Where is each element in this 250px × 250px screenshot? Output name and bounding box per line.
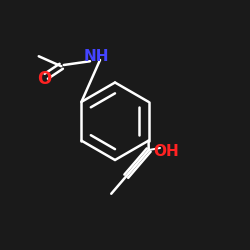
Text: O: O [36,70,51,88]
Text: NH: NH [84,49,109,64]
Text: OH: OH [154,144,179,159]
